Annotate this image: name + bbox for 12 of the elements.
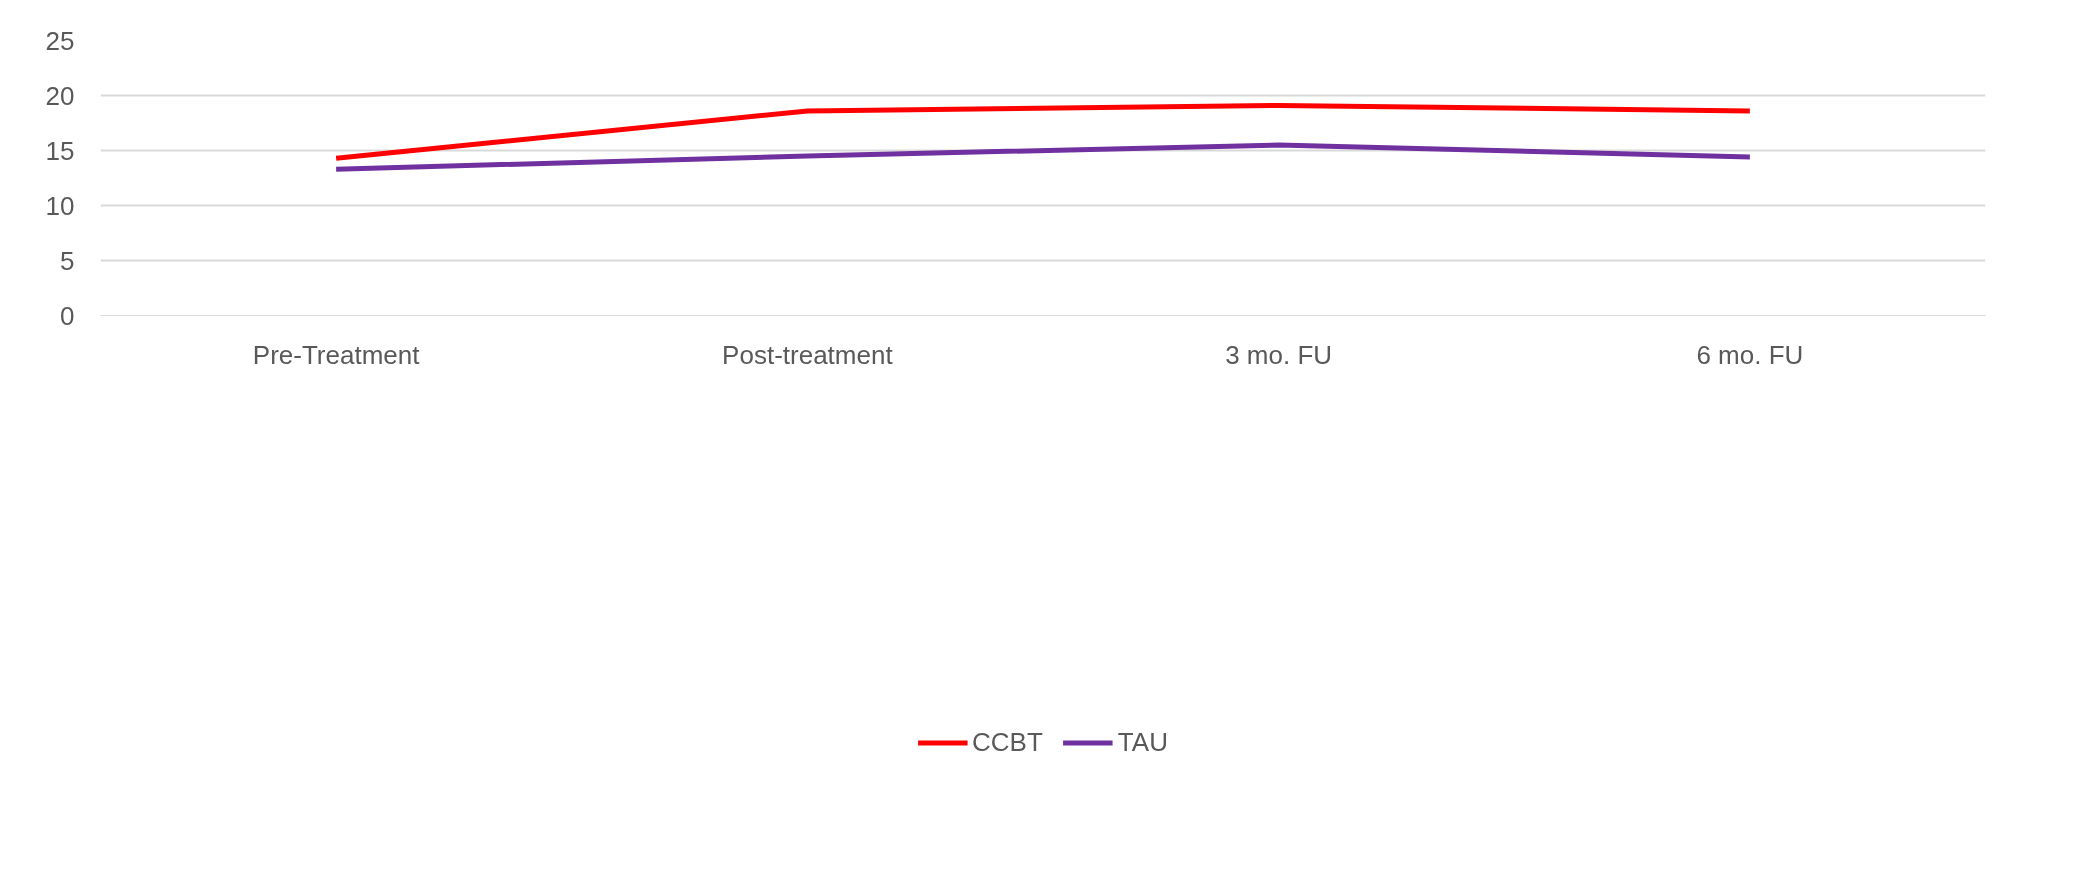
y-tick-label: 25 — [45, 25, 75, 56]
legend-label: TAU — [1117, 726, 1168, 758]
x-tick-label: 6 mo. FU — [1696, 339, 1804, 370]
y-tick-label: 5 — [60, 245, 75, 276]
x-tick-label: 3 mo. FU — [1225, 339, 1333, 370]
y-tick-label: 20 — [45, 80, 75, 111]
x-tick-label: Post-treatment — [722, 339, 894, 370]
y-tick-label: 0 — [60, 300, 75, 331]
y-tick-label: 10 — [45, 190, 75, 221]
y-tick-label: 15 — [45, 135, 75, 166]
legend-label: CCBT — [972, 726, 1043, 758]
x-tick-label: Pre-Treatment — [252, 339, 421, 370]
